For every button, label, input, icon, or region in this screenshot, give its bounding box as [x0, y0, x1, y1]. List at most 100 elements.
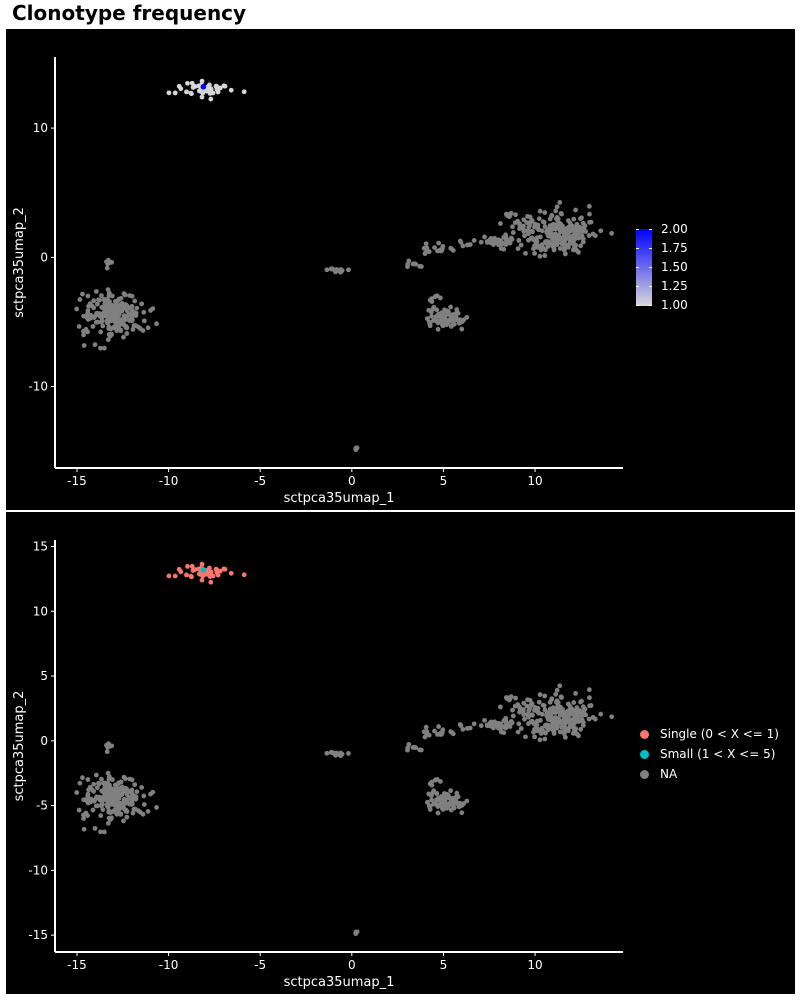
data-point [549, 696, 555, 702]
data-point [118, 812, 123, 817]
data-point [132, 794, 138, 800]
data-point [444, 308, 450, 314]
data-point [141, 802, 147, 807]
data-point [106, 290, 112, 296]
data-point [417, 747, 423, 753]
data-point [457, 722, 463, 727]
y-tick-label: -10 [28, 380, 48, 394]
data-point [113, 803, 119, 809]
legend-swatch [640, 769, 649, 779]
data-point [166, 90, 172, 96]
colorbar-label: 1.25 [661, 279, 688, 293]
data-point [459, 326, 465, 332]
data-point [578, 243, 584, 249]
data-point [510, 707, 515, 713]
data-point [435, 313, 441, 319]
data-point [199, 94, 205, 100]
data-point [571, 700, 577, 705]
data-point [586, 687, 592, 693]
data-point [576, 249, 581, 255]
data-point [101, 345, 107, 351]
y-tick-label: 0 [40, 734, 48, 748]
data-point [85, 308, 91, 313]
data-point [97, 313, 103, 319]
data-point [526, 721, 531, 727]
data-point [553, 706, 558, 712]
data-point [241, 89, 247, 95]
data-point [551, 237, 556, 243]
data-point [435, 326, 441, 332]
data-point [448, 304, 454, 310]
data-point [124, 814, 130, 820]
data-point [510, 230, 516, 235]
data-point [517, 221, 522, 226]
data-point [580, 722, 586, 728]
data-point [429, 313, 434, 319]
data-point [429, 797, 434, 803]
data-point [338, 267, 344, 272]
y-axis-title: sctpca35umap_2 [12, 691, 27, 802]
data-point [542, 224, 548, 229]
data-point [145, 809, 151, 814]
data-point [106, 791, 111, 797]
data-point [553, 222, 558, 228]
data-point [558, 225, 564, 231]
data-point [130, 326, 136, 332]
data-point [521, 700, 527, 706]
data-point [517, 226, 522, 232]
data-point [554, 725, 560, 731]
data-point [461, 801, 467, 806]
data-point [533, 724, 539, 730]
data-point [425, 316, 430, 321]
data-point [579, 234, 584, 240]
data-point [503, 695, 509, 700]
data-point [537, 717, 543, 723]
x-tick-label: -15 [67, 474, 87, 488]
data-point [515, 246, 521, 252]
x-tick-label: 5 [440, 474, 448, 488]
data-point [580, 239, 586, 245]
data-point [241, 572, 247, 578]
data-point [444, 791, 450, 797]
x-axis-title: sctpca35umap_1 [284, 975, 395, 990]
data-point [536, 227, 542, 233]
data-point [453, 794, 459, 800]
data-point [145, 325, 151, 331]
data-point [92, 342, 98, 348]
data-point [510, 713, 516, 719]
data-point [104, 265, 110, 271]
colorbar-label: 1.75 [661, 241, 688, 255]
data-point [532, 734, 537, 740]
data-point [555, 216, 561, 222]
data-point [207, 565, 212, 571]
colorbar-label: 1.50 [661, 260, 688, 274]
data-point [449, 318, 455, 324]
data-point [561, 247, 567, 253]
page-title: Clonotype frequency [12, 1, 247, 25]
data-point [454, 790, 460, 796]
data-point [81, 812, 86, 818]
data-point [123, 304, 128, 309]
data-point [537, 737, 543, 743]
legend-item-single: Single (0 < X <= 1) [638, 724, 795, 744]
data-point [586, 716, 592, 722]
data-point [80, 775, 85, 781]
data-point [426, 791, 432, 797]
x-tick-label: -10 [159, 474, 179, 488]
data-point [123, 324, 129, 330]
data-point [101, 297, 107, 302]
data-point [571, 216, 577, 222]
points-layer [74, 561, 615, 937]
data-point [503, 232, 509, 238]
data-point [572, 720, 577, 726]
data-point [460, 243, 466, 249]
data-point [526, 231, 531, 237]
data-point [85, 311, 91, 317]
data-point [190, 85, 196, 90]
data-point [561, 238, 567, 244]
data-point [531, 721, 537, 726]
x-tick-label: -10 [159, 958, 179, 972]
data-point [572, 236, 577, 242]
data-point [537, 692, 543, 697]
data-point [188, 90, 194, 96]
